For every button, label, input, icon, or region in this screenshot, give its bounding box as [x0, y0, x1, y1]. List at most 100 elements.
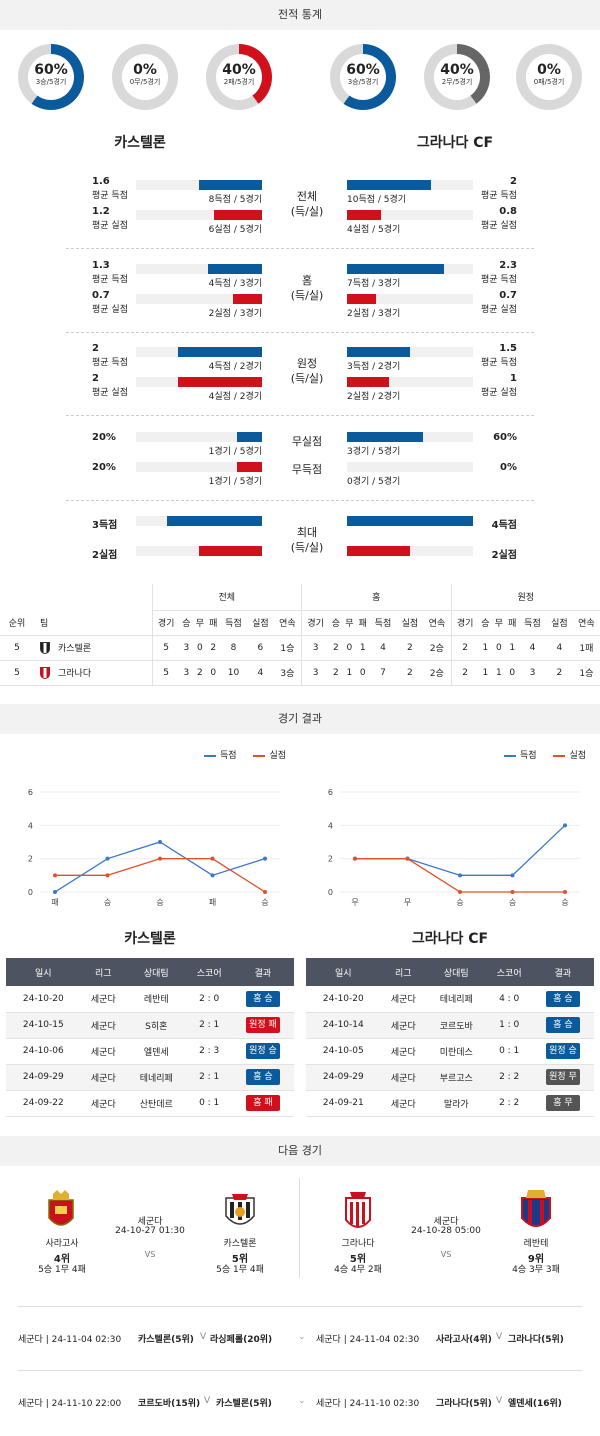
away-bar-track — [347, 294, 473, 304]
results-cell: 24-10-15 — [6, 1012, 81, 1039]
standings-col-header: 승 — [179, 610, 194, 636]
row1-right-away: 그라나다(5위) — [508, 1335, 564, 1345]
standings-cell: 2 — [450, 660, 479, 686]
next-section-header: 다음 경기 — [0, 1136, 600, 1166]
table-row[interactable]: 24-10-14 세군다 코르도바 1 : 0 홈 승 — [306, 1012, 594, 1039]
results-col-header: 결과 — [531, 958, 594, 986]
table-row[interactable]: 5 카스텔론 5 3 0 2 8 6 1승 3 2 0 1 4 2 2승 2 1 0 1 4 4 1패 — [0, 635, 600, 661]
table-row[interactable]: 24-10-05 세군다 미란데스 0 : 1 원정 승 — [306, 1038, 594, 1065]
results-cell: S히혼 — [126, 1012, 187, 1039]
result-badge: 원정 패 — [245, 1017, 280, 1033]
record-donut: 40% 2패/5경기 — [206, 44, 272, 110]
y-tick-label: 2 — [28, 855, 33, 864]
granada-crest-icon — [345, 1192, 371, 1228]
standings-cell: 7 — [369, 660, 397, 686]
data-point — [263, 890, 267, 894]
standings-cell: 4 — [545, 635, 573, 661]
table-row[interactable]: 24-09-29 세군다 테네리페 2 : 1 홈 승 — [6, 1064, 294, 1091]
table-row[interactable]: 5 그라나다 5 3 2 0 10 4 3승 3 2 1 0 7 2 2승 2 1 1 0 3 2 1승 — [0, 660, 600, 686]
compare-label: 전체 — [296, 190, 318, 203]
standings-col-header: 경기 — [450, 610, 479, 636]
row2-left-v: V — [204, 1396, 211, 1406]
standings-col-header: 패 — [356, 610, 370, 636]
record-donut: 40% 2무/5경기 — [424, 44, 490, 110]
x-tick-label: 무 — [351, 898, 358, 907]
standings-cell: 8 — [220, 635, 247, 661]
standings-cell: 4 — [246, 660, 274, 686]
standings-cell: 2승 — [423, 660, 451, 686]
row1-left-league: 세군다 | 24-11-04 02:30 — [18, 1335, 122, 1345]
match1-date: 24-10-27 01:30 — [115, 1226, 185, 1236]
results-col-header: 상대팀 — [126, 958, 187, 986]
data-point — [510, 890, 515, 894]
legend-blue-marker — [204, 754, 216, 757]
home-stat-label: 평균 득점 — [92, 191, 128, 201]
standings-cell: 5 — [151, 660, 180, 686]
legend-against: 실점 — [269, 751, 286, 761]
team-name: 그라나다 — [58, 668, 92, 679]
home-stat-bar — [214, 210, 262, 220]
table-row[interactable]: 24-10-15 세군다 S히혼 2 : 1 원정 패 — [6, 1012, 294, 1039]
results-header-row: 일시 리그 상대팀 스코어 결과 — [306, 958, 594, 986]
y-tick-label: 6 — [28, 788, 33, 797]
table-row[interactable]: 24-09-21 세군다 말라가 2 : 2 홈 무 — [306, 1090, 594, 1117]
home-stat-value: 1.6 — [92, 176, 110, 187]
row1-right-v: V — [496, 1332, 503, 1342]
home-stat-bar — [237, 462, 262, 472]
next-divider — [299, 1178, 300, 1278]
donut-center: 0% 0무/5경기 — [122, 54, 168, 100]
standings-cell: 1 — [478, 660, 493, 686]
match1-home-rank: 4위 — [53, 1254, 71, 1265]
data-point — [210, 873, 215, 878]
x-tick-label: 승 — [261, 898, 268, 907]
away-bar-caption: 0경기 / 5경기 — [347, 477, 401, 487]
away-team-name: 그라나다 CF — [416, 135, 494, 151]
standings-col-header: 무 — [492, 610, 506, 636]
row1-left-away: 라싱페롤(20위) — [210, 1335, 273, 1345]
results-cell: 세군다 — [380, 986, 426, 1013]
match1-league: 세군다 — [137, 1217, 163, 1227]
result-badge: 홈 승 — [545, 990, 580, 1007]
home-results-chart: 0 2 4 6 패 승 승 패 승 — [28, 788, 280, 907]
x-tick-label: 승 — [104, 898, 111, 907]
compare-label: 무실점 — [291, 435, 323, 448]
data-point — [405, 856, 410, 861]
legend-blue-marker — [504, 754, 516, 757]
chevron-down-icon: ⌄ — [298, 1396, 306, 1406]
compare-label-2: 무득점 — [291, 463, 323, 476]
results-cell: 원정 승 — [231, 1038, 294, 1065]
home-stat-label: 평균 득점 — [92, 358, 128, 368]
away-bar-caption: 7득점 / 3경기 — [347, 279, 401, 289]
standings-cell: 5 — [0, 660, 34, 686]
match1-away-rank: 5위 — [231, 1254, 249, 1265]
data-point — [263, 856, 267, 861]
results-cell: 24-10-06 — [6, 1038, 81, 1065]
standings-cell: 0 — [505, 660, 520, 686]
table-row[interactable]: 24-10-20 세군다 레반테 2 : 0 홈 승 — [6, 986, 294, 1013]
away-stat-bar — [347, 294, 376, 304]
series-line-against — [55, 858, 266, 893]
stats-section-header: 전적 통계 — [0, 0, 600, 30]
results-cell: 2 : 0 — [186, 986, 232, 1013]
x-tick-label: 승 — [509, 898, 516, 907]
home-stat-value: 2 — [92, 373, 99, 384]
donut-percent: 40% — [222, 62, 256, 78]
standings-col-header: 득점 — [369, 610, 397, 636]
away-stat-label: 평균 득점 — [481, 358, 517, 368]
results-cell: 2 : 2 — [486, 1064, 532, 1091]
result-badge: 홈 패 — [245, 1095, 280, 1111]
series-line-for — [355, 824, 566, 876]
table-row[interactable]: 24-09-29 세군다 부르고스 2 : 2 원정 무 — [306, 1064, 594, 1091]
away-bar-track — [347, 377, 473, 387]
record-donut: 0% 0무/5경기 — [112, 44, 178, 110]
row2-left-home: 코르도바(15위) — [138, 1399, 201, 1409]
block-divider — [66, 332, 534, 333]
table-row[interactable]: 24-09-22 세군다 산탄데르 0 : 1 홈 패 — [6, 1090, 294, 1117]
standings-cell: 3 — [301, 635, 330, 661]
chevron-down-icon: ⌄ — [298, 1332, 306, 1342]
standings-col-header: 연속 — [572, 610, 600, 636]
table-row[interactable]: 24-10-20 세군다 테네리페 4 : 0 홈 승 — [306, 986, 594, 1013]
table-row[interactable]: 24-10-06 세군다 엘덴세 2 : 3 원정 승 — [6, 1038, 294, 1065]
match2-date: 24-10-28 05:00 — [411, 1226, 481, 1236]
match2-vs: VS — [440, 1250, 452, 1259]
